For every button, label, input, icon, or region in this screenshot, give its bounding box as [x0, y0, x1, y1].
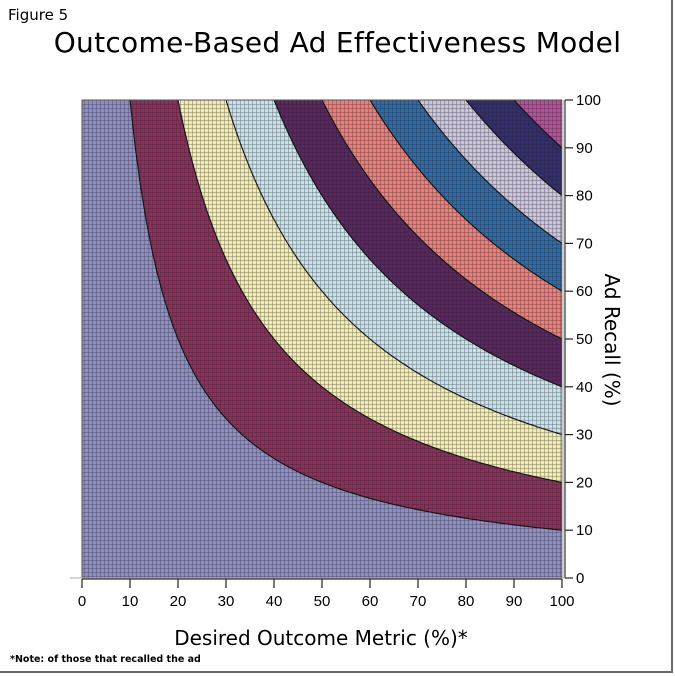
x-tick-label: 100	[549, 593, 574, 610]
x-tick-label: 0	[78, 593, 86, 610]
x-tick: 50	[314, 579, 331, 610]
x-tick-label: 50	[314, 593, 331, 610]
y-tick-label: 10	[576, 522, 593, 539]
y-tick-label: 0	[576, 570, 584, 587]
x-tick-label: 90	[506, 593, 523, 610]
y-tick-label: 80	[576, 188, 593, 205]
x-tick-label: 40	[266, 593, 283, 610]
x-tick-label: 80	[458, 593, 475, 610]
y-tick-label: 90	[576, 140, 593, 157]
y-tick: 0	[565, 570, 584, 587]
y-axis-label: Ad Recall (%)	[600, 273, 624, 407]
contour-line-90	[513, 100, 562, 149]
x-tick: 60	[362, 579, 379, 610]
x-tick-label: 60	[362, 593, 379, 610]
x-tick: 90	[506, 579, 523, 610]
x-tick-label: 30	[218, 593, 235, 610]
x-axis-label: Desired Outcome Metric (%)*	[174, 626, 468, 650]
y-tick: 30	[565, 427, 593, 444]
chart-title: Outcome-Based Ad Effectiveness Model	[53, 26, 622, 59]
y-tick: 40	[565, 379, 593, 396]
contour-line-20	[177, 100, 562, 483]
y-tick: 60	[565, 283, 593, 300]
y-tick: 70	[565, 235, 593, 252]
x-tick: 30	[218, 579, 235, 610]
x-tick: 20	[170, 579, 187, 610]
contour-line-30	[225, 100, 562, 436]
contour-line-60	[369, 100, 562, 292]
x-tick: 40	[266, 579, 283, 610]
y-tick: 90	[565, 140, 593, 157]
y-tick-label: 40	[576, 379, 593, 396]
y-tick: 50	[565, 331, 593, 348]
y-tick-label: 50	[576, 331, 593, 348]
y-tick: 20	[565, 474, 593, 491]
contour-line-80	[465, 100, 562, 197]
x-tick-label: 10	[122, 593, 139, 610]
contour-line-70	[417, 100, 562, 244]
y-tick-label: 100	[576, 92, 601, 109]
x-tick: 80	[458, 579, 475, 610]
x-tick: 10	[122, 579, 139, 610]
y-tick-label: 30	[576, 427, 593, 444]
y-tick-label: 60	[576, 283, 593, 300]
x-tick: 0	[78, 579, 86, 610]
x-tick: 100	[549, 579, 575, 610]
y-tick: 10	[565, 522, 593, 539]
y-tick: 100	[565, 92, 601, 109]
footnote: *Note: of those that recalled the ad	[10, 654, 201, 665]
x-tick-label: 20	[170, 593, 187, 610]
contour-line-10	[129, 100, 562, 531]
x-tick: 70	[410, 579, 427, 610]
hatch-overlay	[82, 100, 562, 578]
figure-label: Figure 5	[8, 6, 69, 24]
contour-line-50	[321, 100, 562, 340]
x-tick-label: 70	[410, 593, 427, 610]
contour-line-40	[273, 100, 562, 388]
y-tick-label: 70	[576, 235, 593, 252]
y-tick: 80	[565, 188, 593, 205]
y-tick-label: 20	[576, 474, 593, 491]
contour-lines	[129, 100, 562, 531]
